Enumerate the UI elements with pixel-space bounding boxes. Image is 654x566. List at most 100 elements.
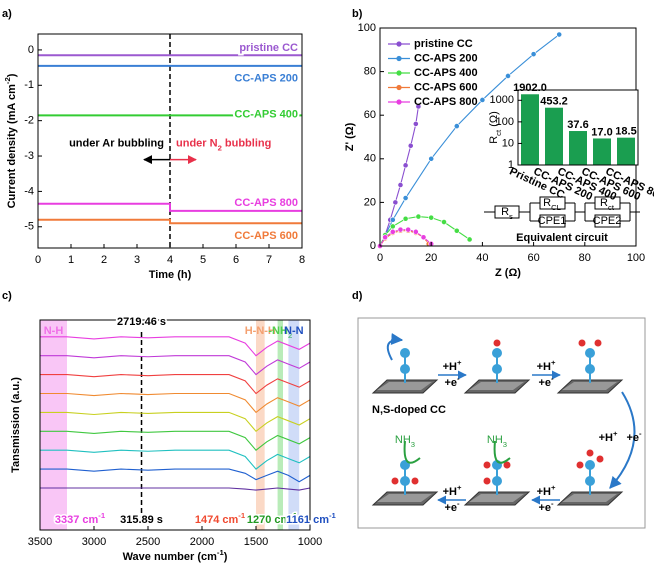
x-tick-label: 0 — [35, 254, 41, 266]
x-tick-label: 6 — [233, 254, 239, 266]
product-label-part: 3 — [411, 440, 415, 449]
x-axis-label: Time (h) — [149, 269, 192, 281]
x-tick-label: 4 — [167, 254, 173, 266]
series-label: CC-APS 400 — [234, 108, 298, 120]
panel-label: c) — [2, 290, 12, 302]
marker — [397, 182, 404, 188]
marker — [453, 123, 460, 129]
marker — [397, 226, 404, 233]
marker — [407, 142, 414, 149]
series-line — [40, 355, 311, 376]
y-tick-label: 20 — [364, 196, 376, 208]
y-axis-label-part: (Ω) — [488, 111, 500, 130]
arrow — [386, 333, 404, 361]
band — [40, 320, 67, 530]
atom-n — [400, 476, 410, 486]
y-tick-label: -4 — [24, 185, 34, 197]
marker — [402, 162, 409, 169]
marker — [415, 103, 422, 110]
atom-h — [586, 449, 594, 457]
x-tick-label: 40 — [476, 252, 488, 264]
atom-n — [400, 364, 410, 374]
annotation: 1474 cm-1 — [195, 511, 246, 526]
product-label-part: 3 — [503, 440, 507, 449]
atom-n — [400, 348, 410, 358]
value-label: 453.2 — [540, 96, 568, 108]
y-tick-label: 80 — [364, 66, 376, 78]
y-tick-label: 60 — [364, 109, 376, 121]
marker — [389, 228, 396, 235]
step-label: +H+ — [537, 358, 556, 373]
step-label-part: - — [551, 374, 554, 383]
series-line — [40, 336, 311, 357]
x-tick-label: 1500 — [244, 536, 268, 548]
marker — [412, 121, 419, 127]
band — [277, 320, 283, 530]
atom-h — [493, 339, 501, 347]
marker — [428, 214, 435, 221]
x-tick-label: 100 — [627, 252, 645, 264]
series-label: CC-APS 200 — [234, 73, 298, 85]
series-line — [40, 411, 311, 433]
legend-marker — [396, 99, 402, 105]
x-axis-label-part: -1 — [217, 548, 225, 557]
annotation-part: -1 — [98, 511, 106, 520]
annotation: 3337 cm-1 — [55, 511, 106, 526]
step-label-part: +H — [443, 361, 457, 373]
legend-marker — [396, 41, 402, 47]
marker — [428, 155, 435, 162]
legend-label: CC-APS 200 — [414, 52, 478, 64]
annotation: 1161 cm-1 — [286, 511, 336, 526]
panel-label: a) — [2, 8, 12, 20]
y-tick-label: 100 — [358, 22, 376, 34]
annotation-part: -1 — [238, 511, 246, 520]
step-label-part: + — [457, 358, 462, 367]
annotation-part: 1161 cm — [286, 514, 329, 526]
x-axis-label: Wave number (cm-1) — [123, 548, 228, 563]
marker — [389, 223, 396, 230]
x-tick-label: 2 — [101, 254, 107, 266]
x-tick-label: 2500 — [136, 536, 160, 548]
substrate-top — [562, 382, 617, 390]
step-label: +e- — [626, 429, 642, 444]
x-axis-label-part: Wave number (cm — [123, 551, 218, 563]
legend-marker — [396, 70, 402, 76]
panel-label: b) — [352, 8, 363, 20]
circuit-drawing — [484, 196, 640, 228]
circuit-label-part: CL — [551, 203, 562, 212]
step-label-part: +e — [626, 432, 639, 444]
circuit-label: Rct — [600, 197, 615, 212]
series-line — [40, 374, 311, 395]
y-tick-label: -1 — [24, 79, 34, 91]
series-line — [40, 468, 311, 483]
y-axis-label-part: ct — [494, 129, 503, 136]
series-label: pristine CC — [239, 42, 298, 54]
annotation-part: bubbling — [222, 138, 271, 150]
atom-n — [585, 364, 595, 374]
annotation-part: under N — [176, 138, 218, 150]
x-tick-label: 60 — [527, 252, 539, 264]
step-label-part: +e — [444, 502, 457, 514]
annotation-part: -1 — [290, 511, 298, 520]
marker — [402, 215, 409, 222]
x-tick-label: 1 — [68, 254, 74, 266]
marker — [466, 236, 473, 243]
step-label-part: +H — [443, 486, 457, 498]
step-label-part: - — [457, 499, 460, 508]
bar — [545, 107, 563, 165]
substrate-top — [562, 494, 617, 502]
value-label: 17.0 — [591, 126, 612, 138]
product-label: NH3 — [487, 434, 507, 449]
band-label: N-H — [44, 325, 64, 337]
annotation: under N2 bubbling — [176, 138, 271, 153]
series-line — [38, 202, 302, 212]
marker — [412, 228, 419, 235]
substrate-top — [469, 382, 524, 390]
marker — [405, 226, 412, 233]
annotation-part: -1 — [329, 511, 337, 520]
atom-n — [585, 476, 595, 486]
legend-label: CC-APS 400 — [414, 67, 478, 79]
y-axis-label-part: R — [488, 136, 500, 144]
value-label: 1902.0 — [513, 82, 547, 94]
y-axis-label: Z' (Ω) — [344, 122, 356, 151]
